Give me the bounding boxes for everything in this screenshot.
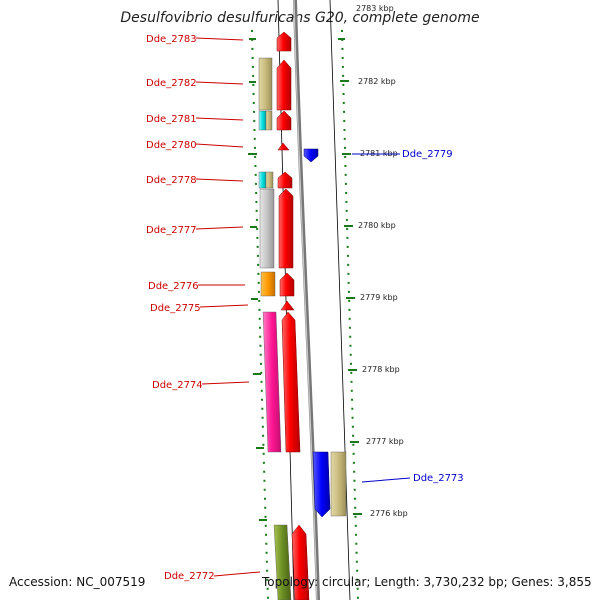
gene-arrow-forward[interactable] xyxy=(278,188,294,269)
gene-arrow-forward[interactable] xyxy=(276,31,292,52)
scale-label: 2780 kbp xyxy=(358,221,396,230)
tick-mark xyxy=(346,297,355,299)
dotted-ring-inner xyxy=(251,29,269,600)
tick-mark xyxy=(259,519,267,521)
leader-line xyxy=(195,178,244,182)
strand-guide-right xyxy=(329,0,351,600)
tick-mark xyxy=(353,513,362,515)
gene-label-dde-2774[interactable]: Dde_2774 xyxy=(152,380,203,391)
gene-arrow-forward[interactable] xyxy=(276,59,292,111)
gene-label-dde-2775[interactable]: Dde_2775 xyxy=(150,303,201,314)
gene-label-dde-2778[interactable]: Dde_2778 xyxy=(146,175,197,186)
forward-strand-genes xyxy=(276,31,310,600)
tick-mark xyxy=(350,441,359,443)
gene-label-dde-2783[interactable]: Dde_2783 xyxy=(146,34,197,45)
category-box-khaki-outer xyxy=(330,451,347,517)
scale-ticks xyxy=(248,38,362,521)
genome-backbone-highlight xyxy=(293,0,318,600)
tick-mark xyxy=(251,298,258,300)
gene-arrow-forward[interactable] xyxy=(281,311,301,453)
tick-mark xyxy=(250,226,257,228)
leader-line xyxy=(213,571,261,577)
tick-mark xyxy=(256,447,264,449)
scale-label: 2783 kbp xyxy=(356,4,394,13)
category-box-orange xyxy=(260,271,276,297)
gene-arrow-forward[interactable] xyxy=(276,110,292,131)
category-box-gray xyxy=(259,188,275,269)
genome-backbone xyxy=(293,0,320,600)
topology-text: Topology: circular; Length: 3,730,232 bp… xyxy=(262,575,592,589)
gene-arrow-reverse[interactable] xyxy=(303,148,319,163)
gene-label-dde-2781[interactable]: Dde_2781 xyxy=(146,114,197,125)
gene-label-dde-2777[interactable]: Dde_2777 xyxy=(146,225,197,236)
tick-mark xyxy=(342,153,351,155)
category-box-khaki xyxy=(258,57,273,111)
tick-mark xyxy=(348,369,357,371)
category-box-olive xyxy=(273,524,292,600)
tick-mark xyxy=(344,225,353,227)
category-box-cyan xyxy=(258,171,267,189)
category-box-cyan xyxy=(258,110,267,131)
scale-label: 2779 kbp xyxy=(360,293,398,302)
tick-mark xyxy=(253,373,261,375)
category-box-pink xyxy=(262,311,282,453)
category-box-khaki xyxy=(265,171,274,189)
reverse-gene-labels: Dde_2779 Dde_2773 xyxy=(402,149,464,484)
gene-arrow-forward[interactable] xyxy=(291,524,310,600)
scale-label: 2777 kbp xyxy=(366,437,404,446)
leader-line xyxy=(195,81,244,85)
leader-line xyxy=(195,226,244,230)
leader-line xyxy=(199,304,249,308)
gene-label-dde-2776[interactable]: Dde_2776 xyxy=(148,281,199,292)
scale-label: 2782 kbp xyxy=(358,77,396,86)
tick-mark xyxy=(248,153,257,155)
reverse-strand-genes xyxy=(303,148,331,518)
gene-label-dde-2780[interactable]: Dde_2780 xyxy=(146,140,197,151)
leader-line xyxy=(195,143,244,148)
gene-arrow-forward[interactable] xyxy=(279,272,295,297)
leader-line xyxy=(195,117,244,121)
forward-gene-labels: Dde_2783 Dde_2782 Dde_2781 Dde_2780 Dde_… xyxy=(146,34,215,582)
tick-mark xyxy=(249,81,256,83)
genome-title: Desulfovibrio desulfuricans G20, complet… xyxy=(120,10,480,26)
gene-label-dde-2773[interactable]: Dde_2773 xyxy=(413,473,464,484)
gene-category-boxes xyxy=(258,57,292,600)
scale-labels: 2783 kbp 2782 kbp 2781 kbp 2780 kbp 2779… xyxy=(356,4,408,518)
tick-mark xyxy=(338,38,345,40)
gene-label-dde-2782[interactable]: Dde_2782 xyxy=(146,78,197,89)
gene-arrow-reverse[interactable] xyxy=(312,451,331,518)
dotted-ring-outer xyxy=(341,29,359,600)
tick-mark xyxy=(340,80,349,82)
label-leaders xyxy=(195,37,411,577)
leader-line xyxy=(195,37,244,41)
leader-line xyxy=(361,477,411,483)
accession-text: Accession: NC_007519 xyxy=(9,575,146,589)
gene-arrow-forward[interactable] xyxy=(280,300,295,311)
scale-label: 2776 kbp xyxy=(370,509,408,518)
scale-label: 2778 kbp xyxy=(362,365,400,374)
gene-arrow-forward[interactable] xyxy=(277,142,290,151)
leader-line xyxy=(201,381,250,385)
gene-label-dde-2779[interactable]: Dde_2779 xyxy=(402,149,453,160)
gene-arrow-forward[interactable] xyxy=(277,171,293,189)
gene-label-dde-2772[interactable]: Dde_2772 xyxy=(164,571,215,582)
tick-mark xyxy=(249,38,256,40)
category-box-khaki xyxy=(265,110,273,131)
